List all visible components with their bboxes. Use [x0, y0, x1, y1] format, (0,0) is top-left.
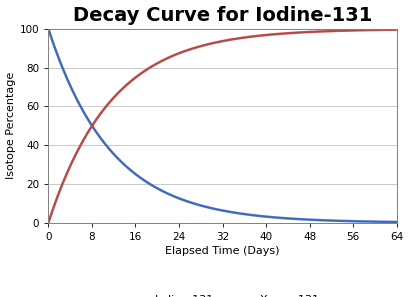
- Iodine-131: [384, 220, 389, 224]
- Iodine-131: [394, 220, 399, 224]
- Iodine-131: [216, 208, 220, 211]
- Iodine-131: [320, 219, 325, 222]
- Xenon-131: [216, 40, 220, 44]
- Line: Iodine-131: Iodine-131: [48, 29, 397, 222]
- Iodine-131: [384, 220, 389, 224]
- Iodine-131: [46, 27, 51, 31]
- Line: Xenon-131: Xenon-131: [48, 30, 397, 223]
- Legend: Iodine-131, Xenon-131: Iodine-131, Xenon-131: [121, 290, 324, 297]
- Xenon-131: [384, 28, 389, 31]
- Y-axis label: Isotope Percentage: Isotope Percentage: [6, 72, 16, 179]
- Xenon-131: [394, 28, 399, 31]
- Title: Decay Curve for Iodine-131: Decay Curve for Iodine-131: [73, 6, 372, 25]
- Xenon-131: [384, 28, 389, 31]
- Xenon-131: [46, 221, 51, 225]
- Xenon-131: [206, 42, 211, 46]
- Xenon-131: [320, 30, 325, 33]
- X-axis label: Elapsed Time (Days): Elapsed Time (Days): [165, 246, 280, 256]
- Iodine-131: [64, 75, 69, 78]
- Xenon-131: [64, 173, 69, 177]
- Iodine-131: [206, 206, 211, 209]
